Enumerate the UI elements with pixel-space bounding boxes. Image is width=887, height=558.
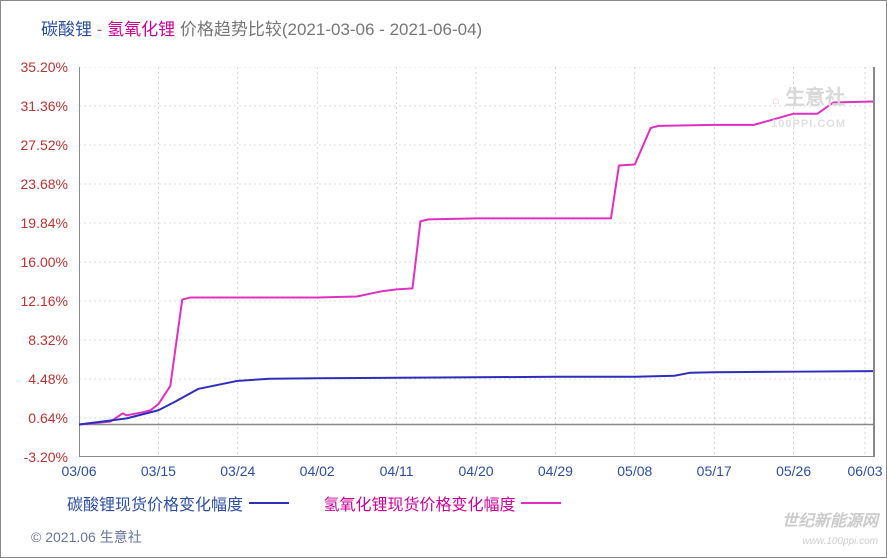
watermark-top: ⌂ 生意社 100PPI.COM	[771, 81, 846, 133]
chart-title: 碳酸锂 - 氢氧化锂 价格趋势比较(2021-03-06 - 2021-06-0…	[41, 15, 482, 40]
x-tick-label: 05/17	[697, 463, 732, 479]
watermark-top-sub: 100PPI.COM	[771, 118, 846, 130]
watermark-bottom: 世纪新能源网 www.100ppi.com	[782, 507, 878, 549]
plot-svg	[79, 67, 873, 457]
x-tick-label: 04/11	[380, 463, 414, 479]
title-sep: -	[92, 20, 107, 39]
legend: 碳酸锂现货价格变化幅度 氢氧化锂现货价格变化幅度	[67, 491, 591, 515]
y-tick-label: 31.36%	[0, 98, 68, 114]
x-tick-label: 03/15	[141, 463, 176, 479]
x-tick-label: 03/24	[220, 463, 255, 479]
y-tick-label: 0.64%	[0, 410, 68, 426]
x-tick-label: 04/02	[300, 463, 335, 479]
legend-label-b: 氢氧化锂现货价格变化幅度	[323, 491, 515, 515]
watermark-bottom-sub: www.100ppi.com	[802, 536, 878, 547]
title-series-b: 氢氧化锂	[107, 20, 175, 39]
y-tick-label: -3.20%	[0, 449, 68, 465]
y-tick-label: 19.84%	[0, 215, 68, 231]
y-tick-label: 23.68%	[0, 176, 68, 192]
legend-swatch-a	[249, 502, 289, 504]
y-tick-label: 12.16%	[0, 293, 68, 309]
x-tick-label: 04/20	[458, 463, 493, 479]
x-tick-label: 05/26	[776, 463, 811, 479]
plot-area	[79, 67, 875, 457]
copyright: © 2021.06 生意社	[31, 527, 142, 547]
legend-label-a: 碳酸锂现货价格变化幅度	[67, 491, 243, 515]
y-tick-label: 4.48%	[0, 371, 68, 387]
y-tick-label: 35.20%	[0, 59, 68, 75]
title-series-a: 碳酸锂	[41, 20, 92, 39]
legend-item-b: 氢氧化锂现货价格变化幅度	[323, 491, 561, 515]
chart-container: 碳酸锂 - 氢氧化锂 价格趋势比较(2021-03-06 - 2021-06-0…	[0, 0, 887, 558]
watermark-top-main: 生意社	[785, 87, 845, 109]
y-tick-label: 16.00%	[0, 254, 68, 270]
watermark-bottom-main: 世纪新能源网	[782, 513, 878, 530]
legend-item-a: 碳酸锂现货价格变化幅度	[67, 491, 289, 515]
legend-swatch-b	[521, 502, 561, 504]
x-tick-label: 03/06	[61, 463, 96, 479]
y-tick-label: 8.32%	[0, 332, 68, 348]
x-tick-label: 04/29	[538, 463, 573, 479]
x-tick-label: 06/03	[848, 463, 883, 479]
title-suffix: 价格趋势比较	[175, 20, 282, 39]
title-date-range: (2021-03-06 - 2021-06-04)	[282, 20, 482, 39]
x-tick-label: 05/08	[617, 463, 652, 479]
y-tick-label: 27.52%	[0, 137, 68, 153]
